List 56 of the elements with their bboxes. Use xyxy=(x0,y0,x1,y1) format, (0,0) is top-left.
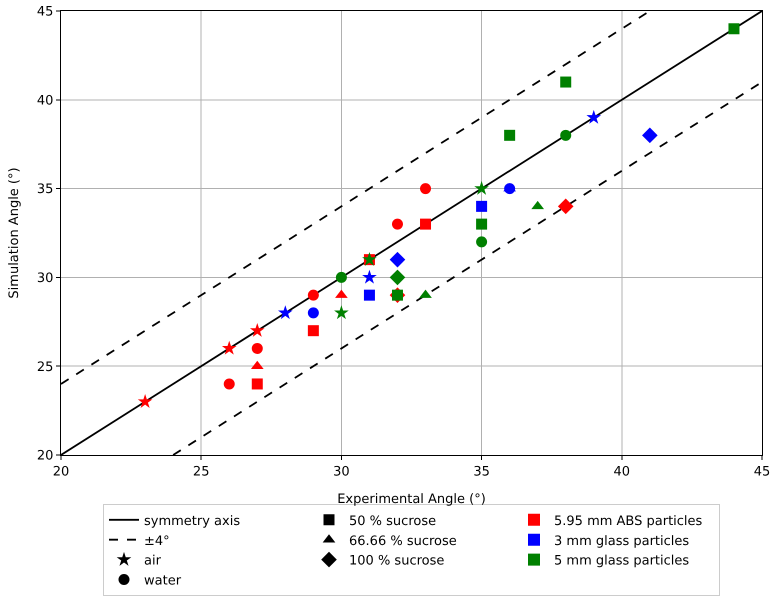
point xyxy=(250,322,265,337)
legend-label: air xyxy=(144,554,162,569)
y-tick-label: 35 xyxy=(36,182,54,198)
legend-label: 5 mm glass particles xyxy=(554,554,690,569)
y-tick-label: 20 xyxy=(36,448,54,464)
x-tick-label: 30 xyxy=(333,464,350,480)
legend-label: ±4° xyxy=(144,534,170,549)
point xyxy=(390,252,406,268)
point xyxy=(560,76,572,88)
point xyxy=(504,183,516,194)
point xyxy=(138,394,152,408)
x-tick-label: 20 xyxy=(52,464,70,480)
point xyxy=(222,340,237,355)
point xyxy=(390,270,406,286)
point xyxy=(278,305,293,320)
y-tick-label: 30 xyxy=(36,270,54,286)
legend-label: 5.95 mm ABS particles xyxy=(554,514,703,529)
point xyxy=(420,218,432,230)
point xyxy=(362,270,377,284)
x-axis-title: Experimental Angle (°) xyxy=(337,492,486,508)
point xyxy=(308,325,319,336)
point xyxy=(504,130,516,141)
point xyxy=(560,130,572,141)
x-tick-label: 25 xyxy=(192,464,210,480)
point xyxy=(420,183,432,194)
point xyxy=(642,128,658,144)
point xyxy=(362,252,377,266)
legend-label: 3 mm glass particles xyxy=(554,534,690,549)
y-tick-label: 25 xyxy=(36,360,54,375)
legend-label: 50 % sucrose xyxy=(349,514,436,529)
legend-label: 66.66 % sucrose xyxy=(349,534,457,549)
legend-label: water xyxy=(144,574,182,589)
legend-label: 100 % sucrose xyxy=(349,554,444,569)
y-tick-label: 45 xyxy=(36,4,54,20)
x-tick-label: 45 xyxy=(754,464,770,480)
point xyxy=(474,180,489,195)
point xyxy=(392,218,403,230)
y-axis-title: Simulation Angle (°) xyxy=(6,167,22,299)
y-tick-label: 40 xyxy=(36,93,54,108)
x-tick-label: 35 xyxy=(473,464,490,480)
legend-label: symmetry axis xyxy=(144,514,240,529)
point xyxy=(364,290,375,301)
x-tick-label: 40 xyxy=(614,464,630,480)
point xyxy=(558,198,574,214)
point xyxy=(252,342,263,354)
point xyxy=(224,378,235,390)
point xyxy=(476,218,488,230)
point xyxy=(252,378,263,390)
point xyxy=(336,272,347,283)
point xyxy=(476,236,488,248)
point xyxy=(308,290,319,301)
point xyxy=(728,23,740,34)
point xyxy=(476,200,488,212)
point xyxy=(308,307,319,318)
point xyxy=(586,110,602,124)
point xyxy=(334,305,349,320)
